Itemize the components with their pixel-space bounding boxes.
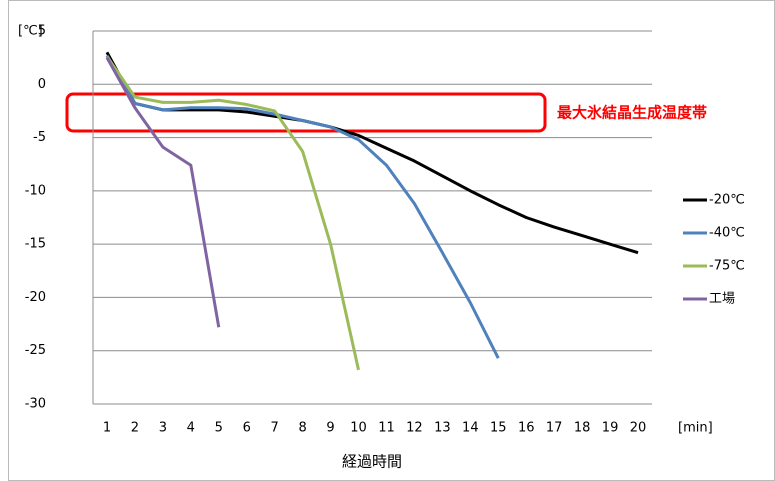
y-axis-label: [℃] [18, 24, 43, 39]
y-tick-label: -10 [25, 183, 46, 198]
x-tick-label: 8 [298, 421, 306, 436]
x-tick-label: 2 [131, 421, 139, 436]
x-tick-label: 6 [243, 421, 251, 436]
legend-label: 工場 [709, 292, 735, 307]
y-tick-label: -5 [33, 130, 46, 145]
x-tick-label: 9 [326, 421, 334, 436]
legend-label: -75℃ [709, 259, 745, 274]
x-tick-label: 3 [159, 421, 167, 436]
x-tick-label: 5 [215, 421, 223, 436]
y-tick-label: -15 [25, 237, 46, 252]
x-tick-label: 7 [271, 421, 279, 436]
x-tick-label: 10 [350, 421, 367, 436]
x-axis-title: 経過時間 [342, 453, 402, 471]
chart-frame [8, 0, 775, 481]
y-tick-label: -25 [25, 343, 46, 358]
x-tick-label: 16 [518, 421, 535, 436]
y-tick-label: 5 [38, 24, 46, 39]
x-tick-label: 1 [103, 421, 111, 436]
x-axis-unit: [min] [678, 421, 713, 436]
x-tick-label: 4 [187, 421, 195, 436]
x-tick-label: 11 [378, 421, 395, 436]
x-tick-label: 12 [406, 421, 423, 436]
x-tick-label: 17 [546, 421, 563, 436]
y-tick-label: -20 [25, 290, 46, 305]
x-tick-label: 18 [574, 421, 591, 436]
series-line [105, 54, 500, 359]
x-tick-label: 19 [602, 421, 619, 436]
series-line [105, 56, 221, 328]
x-tick-label: 20 [630, 421, 647, 436]
series-line [105, 51, 639, 255]
y-tick-label: 0 [38, 77, 46, 92]
annotation-box [65, 92, 547, 133]
y-tick-label: -30 [25, 397, 46, 412]
x-tick-label: 14 [462, 421, 479, 436]
x-tick-label: 15 [490, 421, 507, 436]
legend-label: -20℃ [709, 193, 745, 208]
annotation: 最大氷結晶生成温度帯 [557, 104, 707, 122]
series-line [105, 55, 360, 371]
x-tick-label: 13 [434, 421, 451, 436]
legend-label: -40℃ [709, 226, 745, 241]
